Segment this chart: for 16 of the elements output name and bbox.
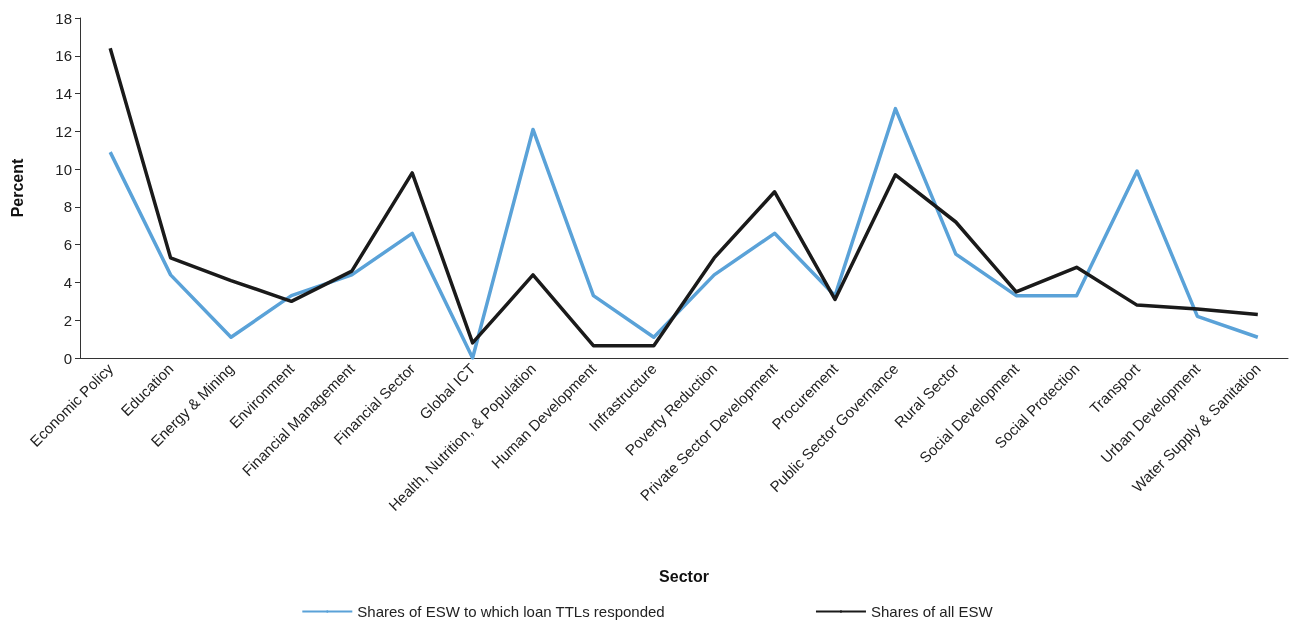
y-tick-label: 0 — [63, 349, 72, 367]
legend-label: Shares of ESW to which loan TTLs responded — [357, 603, 665, 620]
y-tick-label: 6 — [63, 236, 72, 254]
y-tick-label: 14 — [55, 85, 72, 103]
y-tick-label: 12 — [55, 122, 72, 140]
y-tick-label: 8 — [63, 198, 72, 216]
y-axis-title: Percent — [8, 157, 26, 218]
y-tick-label: 18 — [55, 9, 72, 27]
y-tick-label: 2 — [63, 311, 72, 329]
legend-label: Shares of all ESW — [870, 603, 994, 620]
y-tick-label: 10 — [55, 160, 72, 178]
line-series — [108, 46, 1260, 348]
y-tick-label: 4 — [63, 273, 72, 291]
x-axis-title: Sector — [659, 567, 709, 585]
y-tick-label: 16 — [55, 47, 72, 65]
line-series — [108, 106, 1260, 360]
